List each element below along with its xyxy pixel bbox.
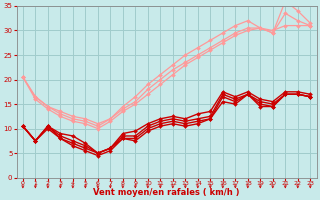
X-axis label: Vent moyen/en rafales ( km/h ): Vent moyen/en rafales ( km/h ) — [93, 188, 240, 197]
